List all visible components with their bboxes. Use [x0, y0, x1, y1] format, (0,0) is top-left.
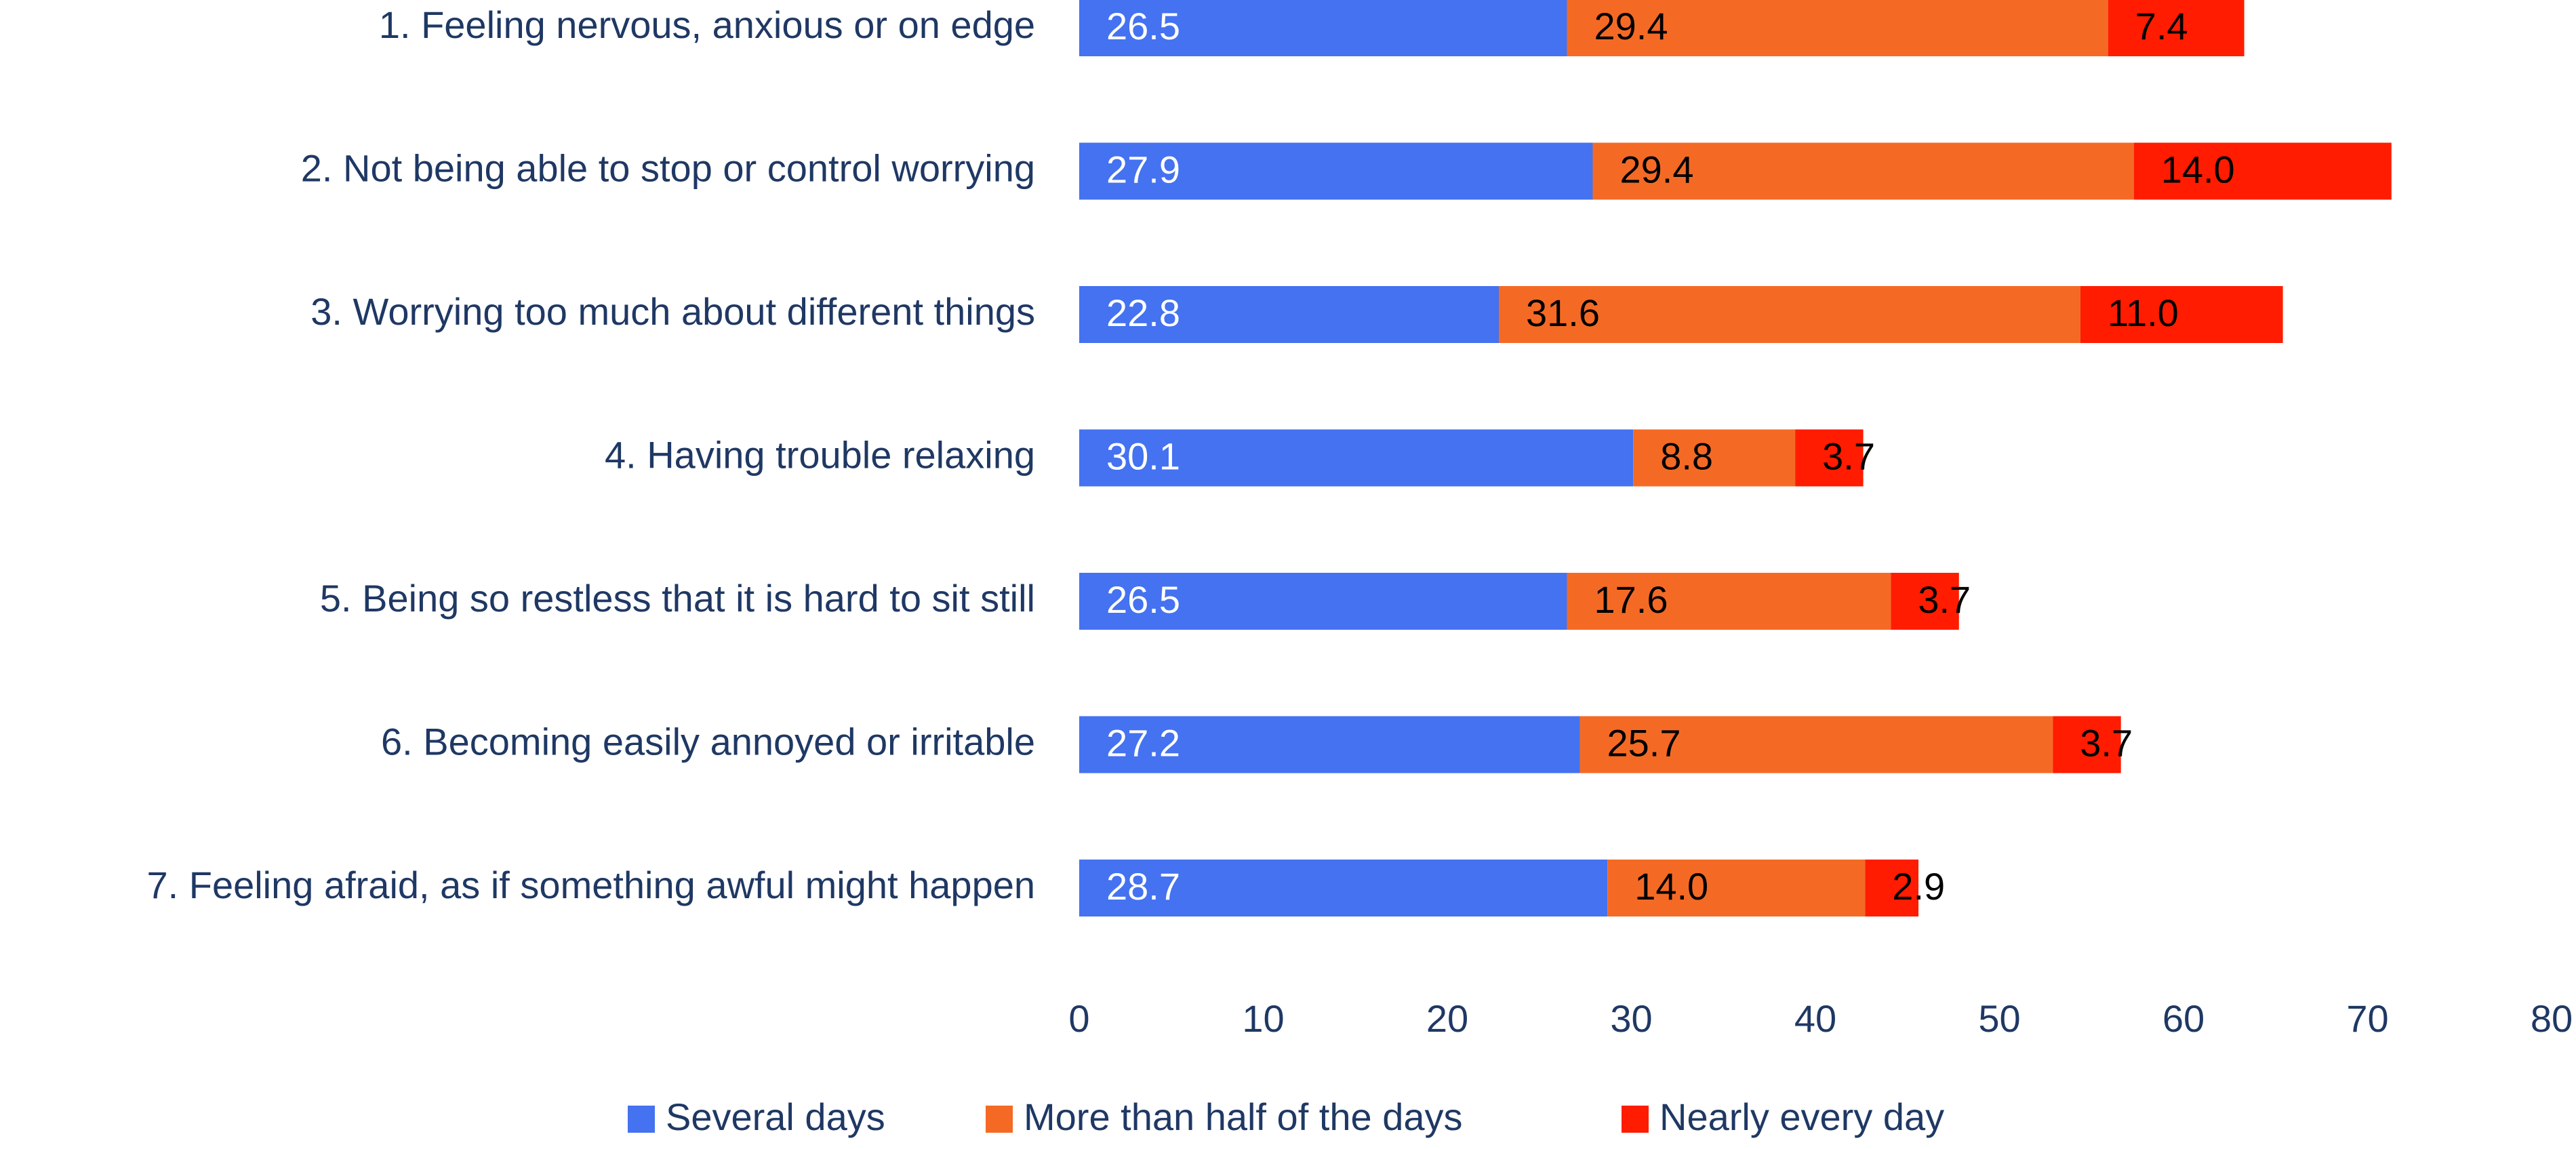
data-label: 8.8 [1660, 435, 1713, 477]
bar-segment [1865, 860, 1919, 916]
data-label: 14.0 [1634, 865, 1708, 908]
data-label: 30.1 [1106, 435, 1180, 477]
legend-label: More than half of the days [1024, 1095, 1463, 1138]
category-label: 6. Becoming easily annoyed or irritable [381, 720, 1035, 763]
data-label: 22.8 [1106, 291, 1180, 334]
bar-segment [1079, 716, 1580, 773]
bar-segment [1592, 142, 2134, 200]
data-label: 25.7 [1607, 721, 1681, 764]
data-label: 17.6 [1594, 578, 1668, 621]
x-tick-label: 70 [2346, 997, 2388, 1040]
data-label: 26.5 [1106, 5, 1180, 47]
bar-segment [2053, 716, 2121, 773]
bar-segment [1079, 573, 1567, 630]
bar-segment [1079, 0, 1567, 56]
data-label: 27.9 [1106, 148, 1180, 190]
data-label: 14.0 [2161, 148, 2235, 190]
legend-swatch [986, 1106, 1013, 1133]
bar-segment [1633, 429, 1796, 487]
category-label: 5. Being so restless that it is hard to … [320, 577, 1035, 620]
x-tick-label: 50 [1978, 997, 2020, 1040]
category-label: 4. Having trouble relaxing [605, 433, 1035, 476]
bar-segment [1079, 429, 1634, 487]
bar-segment [2108, 0, 2245, 56]
category-label: 2. Not being able to stop or control wor… [301, 146, 1035, 189]
bar-segment [1079, 142, 1593, 200]
legend-swatch [628, 1106, 655, 1133]
x-tick-label: 80 [2531, 997, 2573, 1040]
data-label: 11.0 [2108, 291, 2179, 334]
data-label: 3.7 [2080, 721, 2133, 764]
data-label: 27.2 [1106, 721, 1180, 764]
bar-segment [2080, 286, 2283, 343]
data-label: 7.4 [2135, 5, 2188, 47]
x-tick-label: 30 [1610, 997, 1652, 1040]
data-label: 31.6 [1526, 291, 1600, 334]
category-label: 7. Feeling afraid, as if something awful… [146, 864, 1035, 906]
data-label: 3.7 [1822, 435, 1875, 477]
x-tick-label: 60 [2162, 997, 2205, 1040]
bar-segment [1579, 716, 2053, 773]
legend-label: Nearly every day [1659, 1095, 1944, 1138]
data-label: 3.7 [1918, 578, 1971, 621]
category-label: 1. Feeling nervous, anxious or on edge [379, 3, 1035, 46]
bar-segment [1891, 573, 1959, 630]
bar-segment [1607, 860, 1866, 916]
bar-segment [1567, 0, 2108, 56]
category-label: 3. Worrying too much about different thi… [310, 290, 1035, 333]
data-label: 26.5 [1106, 578, 1180, 621]
legend-swatch [1622, 1106, 1649, 1133]
data-label: 29.4 [1594, 5, 1668, 47]
data-label: 28.7 [1106, 865, 1180, 908]
bar-segment [1079, 286, 1500, 343]
x-tick-label: 20 [1426, 997, 1468, 1040]
bar-segment [1795, 429, 1864, 487]
data-label: 2.9 [1892, 865, 1945, 908]
x-tick-label: 0 [1068, 997, 1089, 1040]
data-label: 29.4 [1619, 148, 1693, 190]
x-tick-label: 40 [1794, 997, 1836, 1040]
bar-segment [1079, 860, 1608, 916]
bar-segment [1567, 573, 1891, 630]
bar-segment [1499, 286, 2080, 343]
legend-label: Several days [666, 1095, 885, 1138]
x-tick-label: 10 [1242, 997, 1284, 1040]
bar-segment [2133, 142, 2392, 200]
